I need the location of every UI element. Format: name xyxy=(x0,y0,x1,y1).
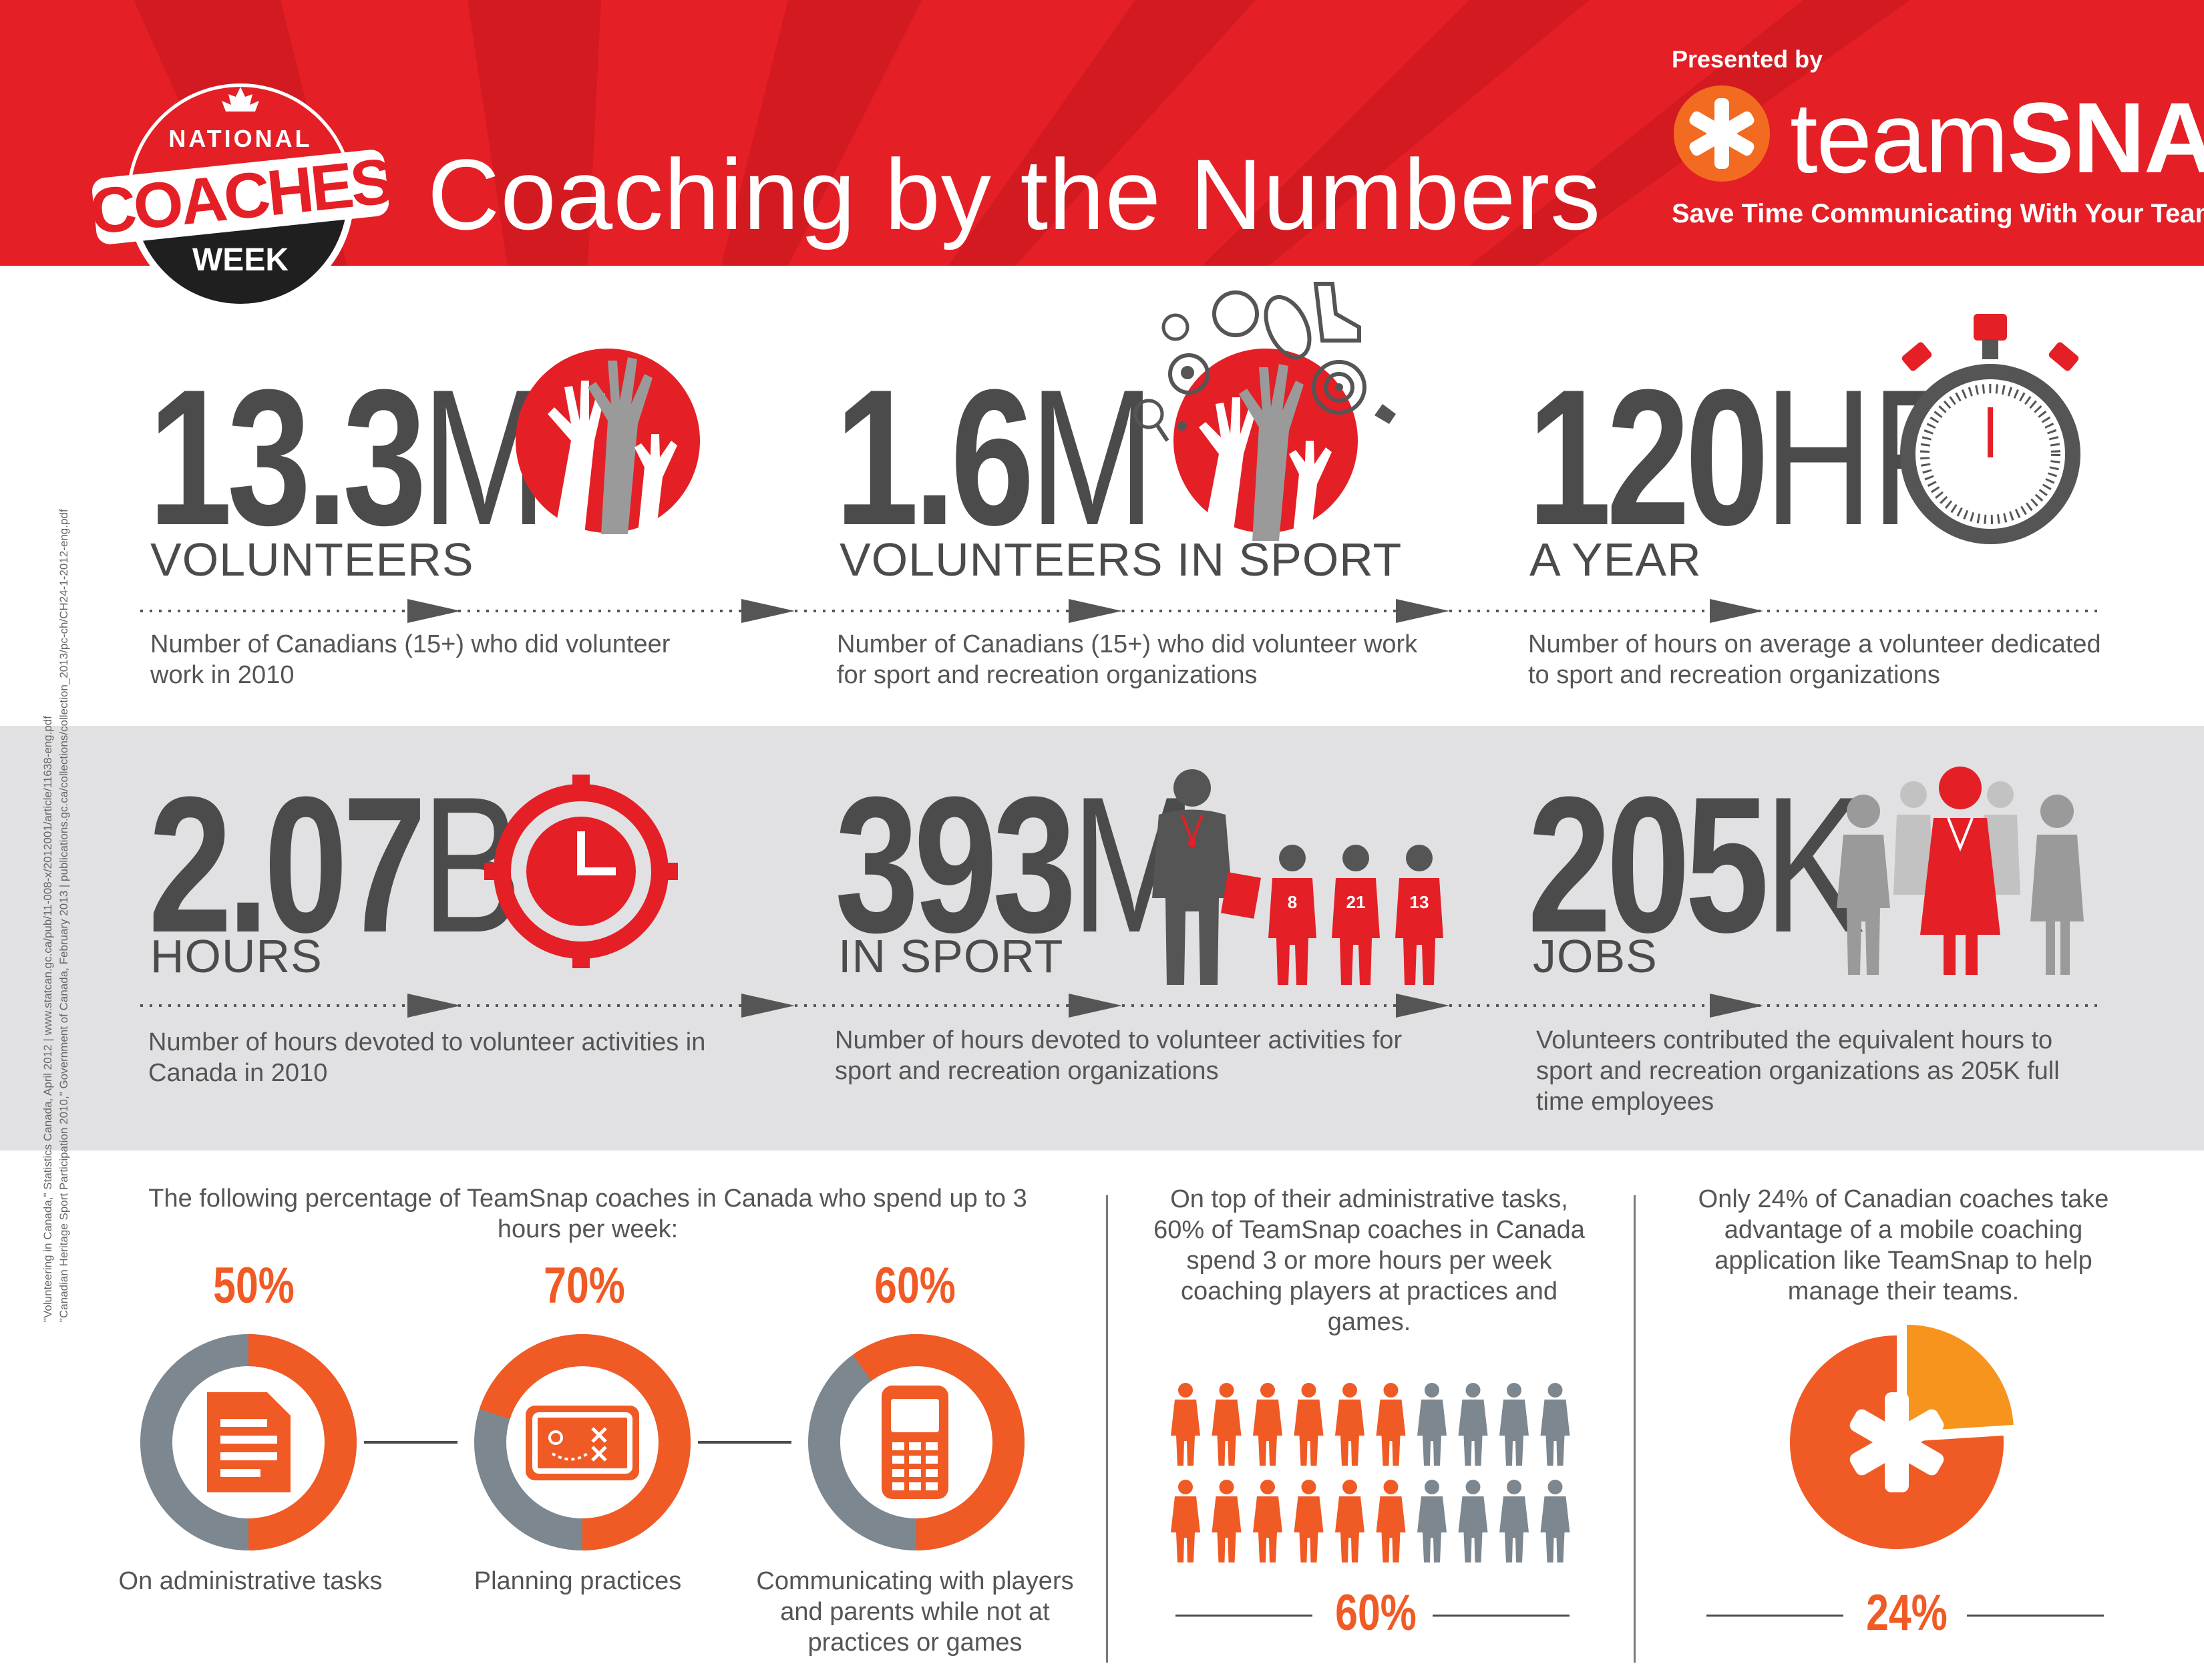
person-figure xyxy=(1540,1480,1570,1562)
playbook-icon xyxy=(526,1406,639,1480)
mobile-pie-chart xyxy=(1790,1324,2014,1549)
phone-icon xyxy=(882,1386,948,1499)
donut-admin-label: On administrative tasks xyxy=(118,1567,383,1595)
stat-total-hours-label: HOURS xyxy=(150,930,323,982)
person-figure xyxy=(1417,1383,1447,1466)
clock-target-icon xyxy=(484,775,678,968)
svg-text:21: 21 xyxy=(1346,892,1366,912)
raised-hands-icon xyxy=(516,349,700,534)
stat-jobs-number: 205K xyxy=(1527,757,1865,973)
sports-hands-icon xyxy=(1133,282,1396,541)
person-figure xyxy=(1171,1480,1200,1562)
person-figure xyxy=(1417,1480,1447,1562)
mobile-percent: 24% xyxy=(1866,1585,1948,1641)
teamsnap-wordmark: teamSNAP xyxy=(1790,81,2204,194)
practices-text: On top of their administrative tasks, 60… xyxy=(1153,1185,1585,1336)
donut-communicating-percent: 60% xyxy=(874,1257,956,1314)
page-title: Coaching by the Numbers xyxy=(427,138,1602,250)
teamsnap-tagline: Save Time Communicating With Your Team xyxy=(1672,199,2204,228)
stopwatch-icon xyxy=(1900,314,2080,544)
person-figure xyxy=(1294,1480,1324,1562)
person-figure xyxy=(1458,1480,1488,1562)
person-figure xyxy=(1540,1383,1570,1466)
stat-sport-volunteers-desc: Number of Canadians (15+) who did volunt… xyxy=(837,630,1418,689)
mobile-rule-right xyxy=(1967,1615,2104,1617)
player-figures xyxy=(1268,845,1443,985)
document-icon xyxy=(207,1392,291,1492)
teamsnap-logo-icon xyxy=(1674,85,1770,182)
donut-planning-percent: 70% xyxy=(544,1257,625,1314)
stat-sport-volunteers-number: 1.6M xyxy=(835,349,1155,566)
donut-communicating-label: Communicating with players and parents w… xyxy=(756,1567,1074,1657)
divider-1 xyxy=(1106,1195,1108,1663)
svg-text:WEEK: WEEK xyxy=(192,242,289,278)
person-figure xyxy=(1171,1383,1200,1466)
person-figure xyxy=(1458,1383,1488,1466)
person-figure xyxy=(1335,1383,1364,1466)
person-figure xyxy=(1253,1480,1282,1562)
svg-text:13: 13 xyxy=(1410,892,1429,912)
person-figure xyxy=(1212,1480,1242,1562)
donut-segment xyxy=(808,1334,1025,1550)
donut-segment xyxy=(140,1334,357,1550)
donuts-chart xyxy=(140,1334,1025,1550)
stat-total-hours-desc: Number of hours devoted to volunteer act… xyxy=(148,1028,706,1087)
header-banner xyxy=(0,0,2204,266)
practices-rule-left xyxy=(1175,1615,1312,1617)
presented-by: Presented by xyxy=(1672,45,1823,73)
people-pictogram xyxy=(1171,1383,1570,1562)
stat-volunteers-desc: Number of Canadians (15+) who did volunt… xyxy=(150,630,671,689)
svg-text:8: 8 xyxy=(1288,892,1297,912)
stat-hours-year-desc: Number of hours on average a volunteer d… xyxy=(1528,630,2101,689)
row2-dotted-arrows xyxy=(140,994,2104,1018)
stat-hours-year-label: A YEAR xyxy=(1529,534,1702,586)
practices-rule-right xyxy=(1433,1615,1570,1617)
stat-jobs-label: JOBS xyxy=(1533,930,1658,982)
donut-segment xyxy=(474,1334,691,1550)
mobile-rule-left xyxy=(1706,1615,1843,1617)
mobile-text: Only 24% of Canadian coaches take advant… xyxy=(1698,1185,2109,1305)
person-figure xyxy=(1376,1480,1406,1562)
stat-sport-hours-desc: Number of hours devoted to volunteer act… xyxy=(835,1026,1403,1085)
stat-sport-hours-label: IN SPORT xyxy=(838,930,1064,982)
stats-band xyxy=(0,726,2204,1150)
stat-sport-volunteers-label: VOLUNTEERS IN SPORT xyxy=(840,534,1403,586)
svg-text:NATIONAL: NATIONAL xyxy=(168,125,312,152)
person-figure xyxy=(1376,1383,1406,1466)
donut-admin-percent: 50% xyxy=(213,1257,295,1314)
row1-dotted-arrows xyxy=(140,599,2104,623)
teamsnap-asterisk-icon xyxy=(1849,1392,1944,1492)
person-figure xyxy=(1499,1480,1529,1562)
person-figure xyxy=(1294,1383,1324,1466)
donuts-intro: The following percentage of TeamSnap coa… xyxy=(148,1185,1027,1243)
donut-planning-label: Planning practices xyxy=(474,1567,682,1595)
person-figure xyxy=(1335,1480,1364,1562)
coach-players-icon: 8 21 13 xyxy=(1152,769,1443,985)
coaches-week-logo: NATIONAL COACHES WEEK xyxy=(87,83,395,310)
person-figure xyxy=(1212,1383,1242,1466)
stat-jobs-desc: Volunteers contributed the equivalent ho… xyxy=(1536,1026,2060,1116)
person-figure xyxy=(1253,1383,1282,1466)
divider-2 xyxy=(1634,1195,1636,1663)
stat-volunteers-number: 13.3M xyxy=(148,349,547,566)
practices-percent: 60% xyxy=(1335,1585,1417,1641)
workers-icon xyxy=(1837,767,2084,975)
person-figure xyxy=(1499,1383,1529,1466)
pie-slice-highlight xyxy=(1907,1324,2014,1432)
sources-footnote: "Volunteering in Canada," Statistics Can… xyxy=(41,509,70,1322)
stat-volunteers-label: VOLUNTEERS xyxy=(150,534,474,586)
